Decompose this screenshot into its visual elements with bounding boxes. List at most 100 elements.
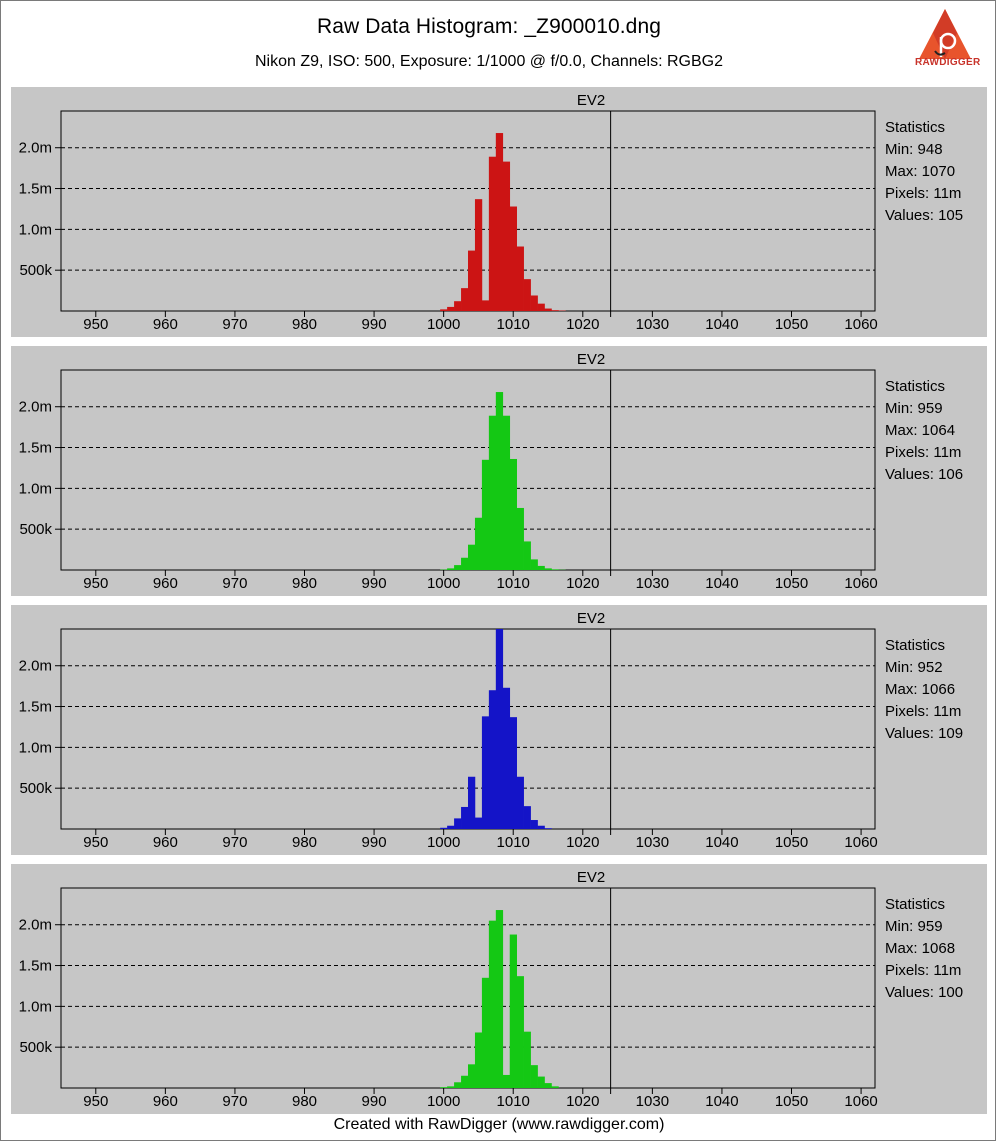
stats-max: Max: 1066 <box>885 681 955 698</box>
histogram-bar <box>488 920 497 1088</box>
x-tick-label: 1010 <box>497 316 530 333</box>
histogram-bar <box>516 776 524 829</box>
stats-pixels: Pixels: 11m <box>885 703 961 720</box>
histogram-bar <box>474 199 483 311</box>
stats-pixels: Pixels: 11m <box>885 962 961 979</box>
report-subtitle: Nikon Z9, ISO: 500, Exposure: 1/1000 @ f… <box>254 53 724 70</box>
x-tick-label: 990 <box>362 316 387 333</box>
plot-area <box>60 887 876 1089</box>
histogram-bar <box>447 825 455 829</box>
histogram-bar <box>509 458 518 570</box>
y-tick-label: 1.0m <box>19 739 52 756</box>
histogram-chart-g2: EV2 500k 1.0m 1.5m 2.0m 950 960 970 980 990 1000 10… <box>19 869 963 1110</box>
ev-label: EV2 <box>577 610 605 627</box>
histogram-bar <box>468 1064 476 1088</box>
histogram-panel-r: EV2 500k 1.0m 1.5m 2.0m 950 960 970 980 990 1000 10… <box>11 87 987 337</box>
x-tick-label: 1050 <box>775 316 808 333</box>
stats-values: Values: 105 <box>885 207 963 224</box>
histogram-bar <box>454 1082 462 1088</box>
histogram-bar <box>481 300 490 311</box>
x-tick-label: 1000 <box>427 1093 460 1110</box>
histogram-panel-b: EV2 500k 1.0m 1.5m 2.0m 950 960 970 980 990 1000 10… <box>11 605 987 855</box>
histogram-bar <box>447 306 455 311</box>
x-tick-label: 1050 <box>775 834 808 851</box>
histogram-bar <box>447 568 455 570</box>
x-tick-label: 960 <box>153 575 178 592</box>
x-tick-label: 1060 <box>844 316 877 333</box>
histogram-bar <box>440 1087 448 1088</box>
y-tick-label: 500k <box>19 521 52 538</box>
histogram-bar <box>537 1076 545 1088</box>
x-tick-label: 1060 <box>844 575 877 592</box>
x-tick-label: 990 <box>362 575 387 592</box>
stats-min: Min: 948 <box>885 141 943 158</box>
histogram-bar <box>474 1032 483 1088</box>
x-tick-label: 980 <box>292 834 317 851</box>
y-tick-label: 2.0m <box>19 917 52 934</box>
y-tick-label: 1.5m <box>19 181 52 198</box>
histogram-bar <box>461 1075 469 1088</box>
histogram-bar <box>502 687 511 829</box>
histogram-bar <box>537 303 545 311</box>
histogram-bar <box>516 507 524 570</box>
histogram-bar <box>461 557 469 570</box>
stats-min: Min: 959 <box>885 918 943 935</box>
y-tick-label: 1.5m <box>19 958 52 975</box>
stats-values: Values: 106 <box>885 466 963 483</box>
histogram-bar <box>530 559 538 570</box>
x-tick-label: 970 <box>222 316 247 333</box>
histogram-bar <box>495 910 504 1088</box>
histogram-bar <box>551 310 559 311</box>
histogram-bar <box>454 301 462 311</box>
histogram-bar <box>516 246 524 311</box>
histogram-bar <box>530 1065 538 1088</box>
histogram-bar <box>440 827 448 829</box>
y-tick-label: 500k <box>19 262 52 279</box>
logo-wordmark: RAWDIGGER <box>915 57 981 68</box>
x-tick-label: 1040 <box>705 575 738 592</box>
histogram-bar <box>502 1074 511 1088</box>
x-tick-label: 1030 <box>636 1093 669 1110</box>
histogram-bar <box>544 1083 552 1088</box>
footer-credit: Created with RawDigger (www.rawdigger.co… <box>333 1116 665 1133</box>
x-tick-label: 960 <box>153 1093 178 1110</box>
y-tick-label: 2.0m <box>19 399 52 416</box>
histogram-chart-g: EV2 500k 1.0m 1.5m 2.0m 950 960 970 980 990 1000 10… <box>19 351 963 592</box>
x-tick-label: 1000 <box>427 575 460 592</box>
histogram-bar <box>488 690 497 829</box>
x-tick-label: 1050 <box>775 1093 808 1110</box>
plot-area <box>60 369 876 571</box>
histogram-bar <box>454 818 462 829</box>
histogram-bar <box>523 1031 531 1088</box>
report-title: Raw Data Histogram: _Z900010.dng <box>316 15 662 38</box>
x-tick-label: 1020 <box>566 575 599 592</box>
histogram-bar <box>544 308 552 311</box>
x-tick-label: 1030 <box>636 834 669 851</box>
x-tick-label: 970 <box>222 834 247 851</box>
x-tick-label: 1010 <box>497 575 530 592</box>
histogram-bar <box>502 415 511 570</box>
stats-values: Values: 100 <box>885 984 963 1001</box>
histogram-bar <box>468 250 476 311</box>
stats-heading: Statistics <box>885 119 945 136</box>
histogram-bar <box>495 133 504 311</box>
stats-values: Values: 109 <box>885 725 963 742</box>
histogram-panel-g: EV2 500k 1.0m 1.5m 2.0m 950 960 970 980 990 1000 10… <box>11 346 987 596</box>
histogram-chart-b: EV2 500k 1.0m 1.5m 2.0m 950 960 970 980 990 1000 10… <box>19 610 963 851</box>
x-tick-label: 1060 <box>844 1093 877 1110</box>
x-tick-label: 1040 <box>705 316 738 333</box>
y-tick-label: 500k <box>19 1039 52 1056</box>
y-tick-label: 1.0m <box>19 998 52 1015</box>
x-tick-label: 1020 <box>566 1093 599 1110</box>
histogram-bar <box>544 568 552 570</box>
histogram-bar <box>544 828 552 829</box>
x-tick-label: 950 <box>83 316 108 333</box>
histogram-bar <box>481 459 490 570</box>
histogram-bar <box>509 717 518 829</box>
histogram-bar <box>551 569 559 570</box>
histogram-bar <box>537 565 545 570</box>
x-tick-label: 970 <box>222 575 247 592</box>
stats-heading: Statistics <box>885 378 945 395</box>
histogram-bar <box>440 309 448 311</box>
